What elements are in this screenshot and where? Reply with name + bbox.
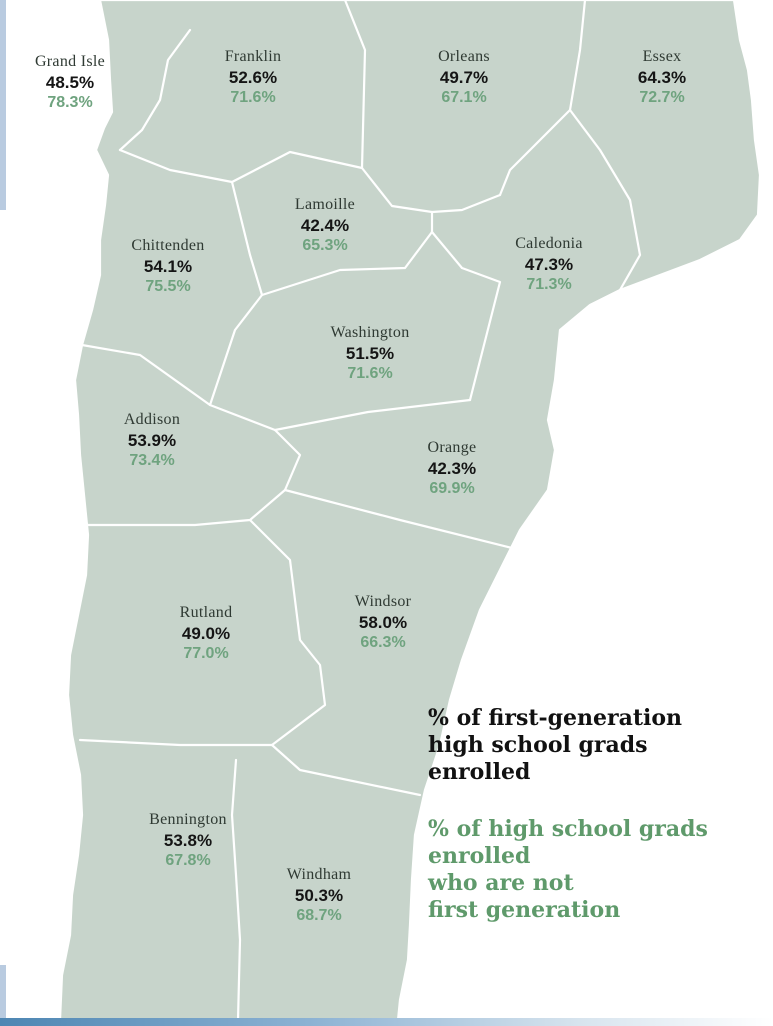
county-name: Addison — [123, 411, 181, 428]
county-name: Orleans — [438, 48, 490, 65]
county-name: Grand Isle — [34, 53, 106, 70]
border-franklin-orleans — [343, 0, 367, 170]
border-washington-orange — [273, 398, 472, 432]
border-rutland-bennington — [78, 738, 274, 747]
county-windsor: Windsor 58.0% 66.3% — [308, 592, 458, 653]
county-orange: Orange 42.3% 69.9% — [377, 438, 527, 499]
county-grand-isle: Grand Isle 48.5% 78.3% — [0, 52, 145, 113]
border-addison-rutland — [86, 488, 287, 527]
not-first-gen-value: 75.5% — [145, 278, 191, 295]
border-lamoille-south — [260, 210, 434, 297]
county-essex: Essex 64.3% 72.7% — [587, 47, 737, 108]
county-franklin: Franklin 52.6% 71.6% — [178, 47, 328, 108]
county-lamoille: Lamoille 42.4% 65.3% — [250, 195, 400, 256]
not-first-gen-value: 71.6% — [230, 89, 276, 106]
border-rutland-windsor — [248, 518, 327, 747]
first-gen-value: 53.9% — [127, 431, 177, 450]
first-gen-value: 58.0% — [358, 613, 408, 632]
border-chittenden-washington — [208, 293, 264, 407]
legend-line: enrolled — [428, 843, 531, 869]
county-addison: Addison 53.9% 73.4% — [77, 410, 227, 471]
bottom-accent-bar — [0, 1018, 773, 1026]
county-name: Windham — [286, 866, 352, 883]
border-caledonia-essex — [568, 108, 642, 292]
not-first-gen-value: 72.7% — [639, 89, 685, 106]
border-lamoille-west — [230, 180, 264, 297]
first-gen-value: 42.4% — [300, 216, 350, 235]
left-accent-bar-lower — [0, 965, 6, 1018]
legend-line: enrolled — [428, 759, 531, 785]
legend-not-first-generation: % of high school grads enrolled who are … — [428, 816, 768, 924]
not-first-gen-value: 78.3% — [47, 94, 93, 111]
county-name: Franklin — [224, 48, 282, 65]
county-name: Rutland — [179, 604, 233, 621]
county-orleans: Orleans 49.7% 67.1% — [389, 47, 539, 108]
county-name: Bennington — [149, 811, 227, 828]
county-chittenden: Chittenden 54.1% 75.5% — [93, 236, 243, 297]
county-windham: Windham 50.3% 68.7% — [244, 865, 394, 926]
county-rutland: Rutland 49.0% 77.0% — [131, 603, 281, 664]
border-chittenden-addison — [80, 343, 277, 432]
first-gen-value: 47.3% — [524, 255, 574, 274]
not-first-gen-value: 71.6% — [347, 365, 393, 382]
not-first-gen-value: 67.1% — [441, 89, 487, 106]
first-gen-value: 48.5% — [45, 73, 95, 92]
legend-line: % of first-generation — [428, 705, 683, 731]
border-bennington-windham — [230, 758, 242, 1022]
first-gen-value: 64.3% — [637, 68, 687, 87]
border-franklin-grandisle — [118, 28, 192, 152]
county-name: Essex — [642, 48, 682, 65]
first-gen-value: 53.8% — [163, 831, 213, 850]
not-first-gen-value: 73.4% — [129, 452, 175, 469]
first-gen-value: 54.1% — [143, 257, 193, 276]
county-name: Windsor — [354, 593, 412, 610]
border-orange-south — [283, 488, 522, 552]
first-gen-value: 42.3% — [427, 459, 477, 478]
first-gen-value: 51.5% — [345, 344, 395, 363]
legend-line: % of high school grads — [428, 816, 708, 842]
first-gen-value: 52.6% — [228, 68, 278, 87]
not-first-gen-value: 65.3% — [302, 237, 348, 254]
county-name: Orange — [427, 439, 477, 456]
not-first-gen-value: 71.3% — [526, 276, 572, 293]
not-first-gen-value: 77.0% — [183, 645, 229, 662]
border-windsor-windham — [270, 743, 422, 797]
county-washington: Washington 51.5% 71.6% — [295, 323, 445, 384]
legend-first-generation: % of first-generation high school grads … — [428, 705, 768, 786]
not-first-gen-value: 66.3% — [360, 634, 406, 651]
county-name: Washington — [330, 324, 410, 341]
county-name: Lamoille — [294, 196, 356, 213]
border-caledonia-west — [430, 230, 502, 402]
county-caledonia: Caledonia 47.3% 71.3% — [474, 234, 624, 295]
first-gen-value: 50.3% — [294, 886, 344, 905]
county-bennington: Bennington 53.8% 67.8% — [113, 810, 263, 871]
not-first-gen-value: 69.9% — [429, 480, 475, 497]
not-first-gen-value: 67.8% — [165, 852, 211, 869]
border-addison-orange — [273, 428, 302, 492]
county-name: Caledonia — [515, 235, 583, 252]
left-accent-bar — [0, 0, 6, 210]
legend-line: high school grads — [428, 732, 648, 758]
first-gen-value: 49.0% — [181, 624, 231, 643]
county-name: Chittenden — [131, 237, 205, 254]
legend-line: who are not — [428, 870, 574, 896]
not-first-gen-value: 68.7% — [296, 907, 342, 924]
legend-line: first generation — [428, 897, 621, 923]
first-gen-value: 49.7% — [439, 68, 489, 87]
